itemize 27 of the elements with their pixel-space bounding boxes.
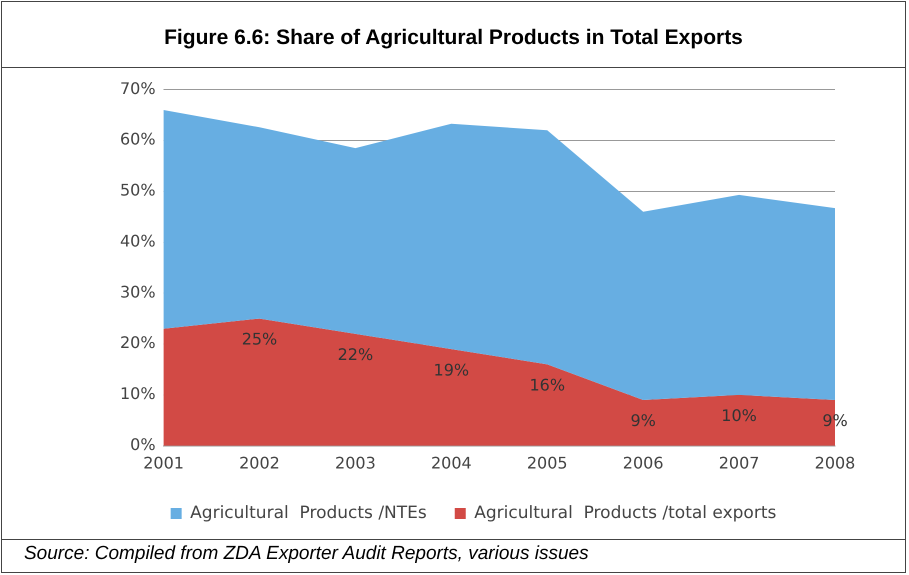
data-label: 22% [338,345,374,364]
y-tick-label: 30% [120,282,156,302]
x-tick-label: 2008 [814,454,856,473]
x-tick-label: 2003 [335,454,376,473]
legend-label: Agricultural Products /NTEs [190,502,427,523]
y-tick-label: 50% [120,180,156,200]
data-label: 9% [822,411,848,430]
x-tick-label: 2007 [718,454,760,473]
y-tick-label: 10% [120,384,156,404]
data-label: 9% [630,411,656,430]
x-tick-label: 2002 [239,454,280,473]
x-tick-label: 2005 [526,454,568,473]
x-tick-label: 2006 [622,454,664,473]
y-tick-label: 70% [120,78,156,98]
chart-title: Figure 6.6: Share of Agricultural Products in Total Exports [2,2,905,68]
x-tick-label: 2001 [143,454,184,473]
source-note: Source: Compiled from ZDA Exporter Audit Reports, various issues [24,543,589,565]
data-label: 10% [721,406,757,426]
x-tick-label: 2004 [430,454,472,473]
legend-label: Agricultural Products /total exports [474,502,776,523]
y-tick-label: 60% [120,130,156,149]
y-tick-label: 0% [130,434,156,454]
data-label: 16% [529,376,566,395]
data-label: 19% [434,360,470,380]
y-tick-label: 20% [120,333,156,352]
data-label: 25% [242,330,278,349]
y-tick-label: 40% [120,231,156,250]
